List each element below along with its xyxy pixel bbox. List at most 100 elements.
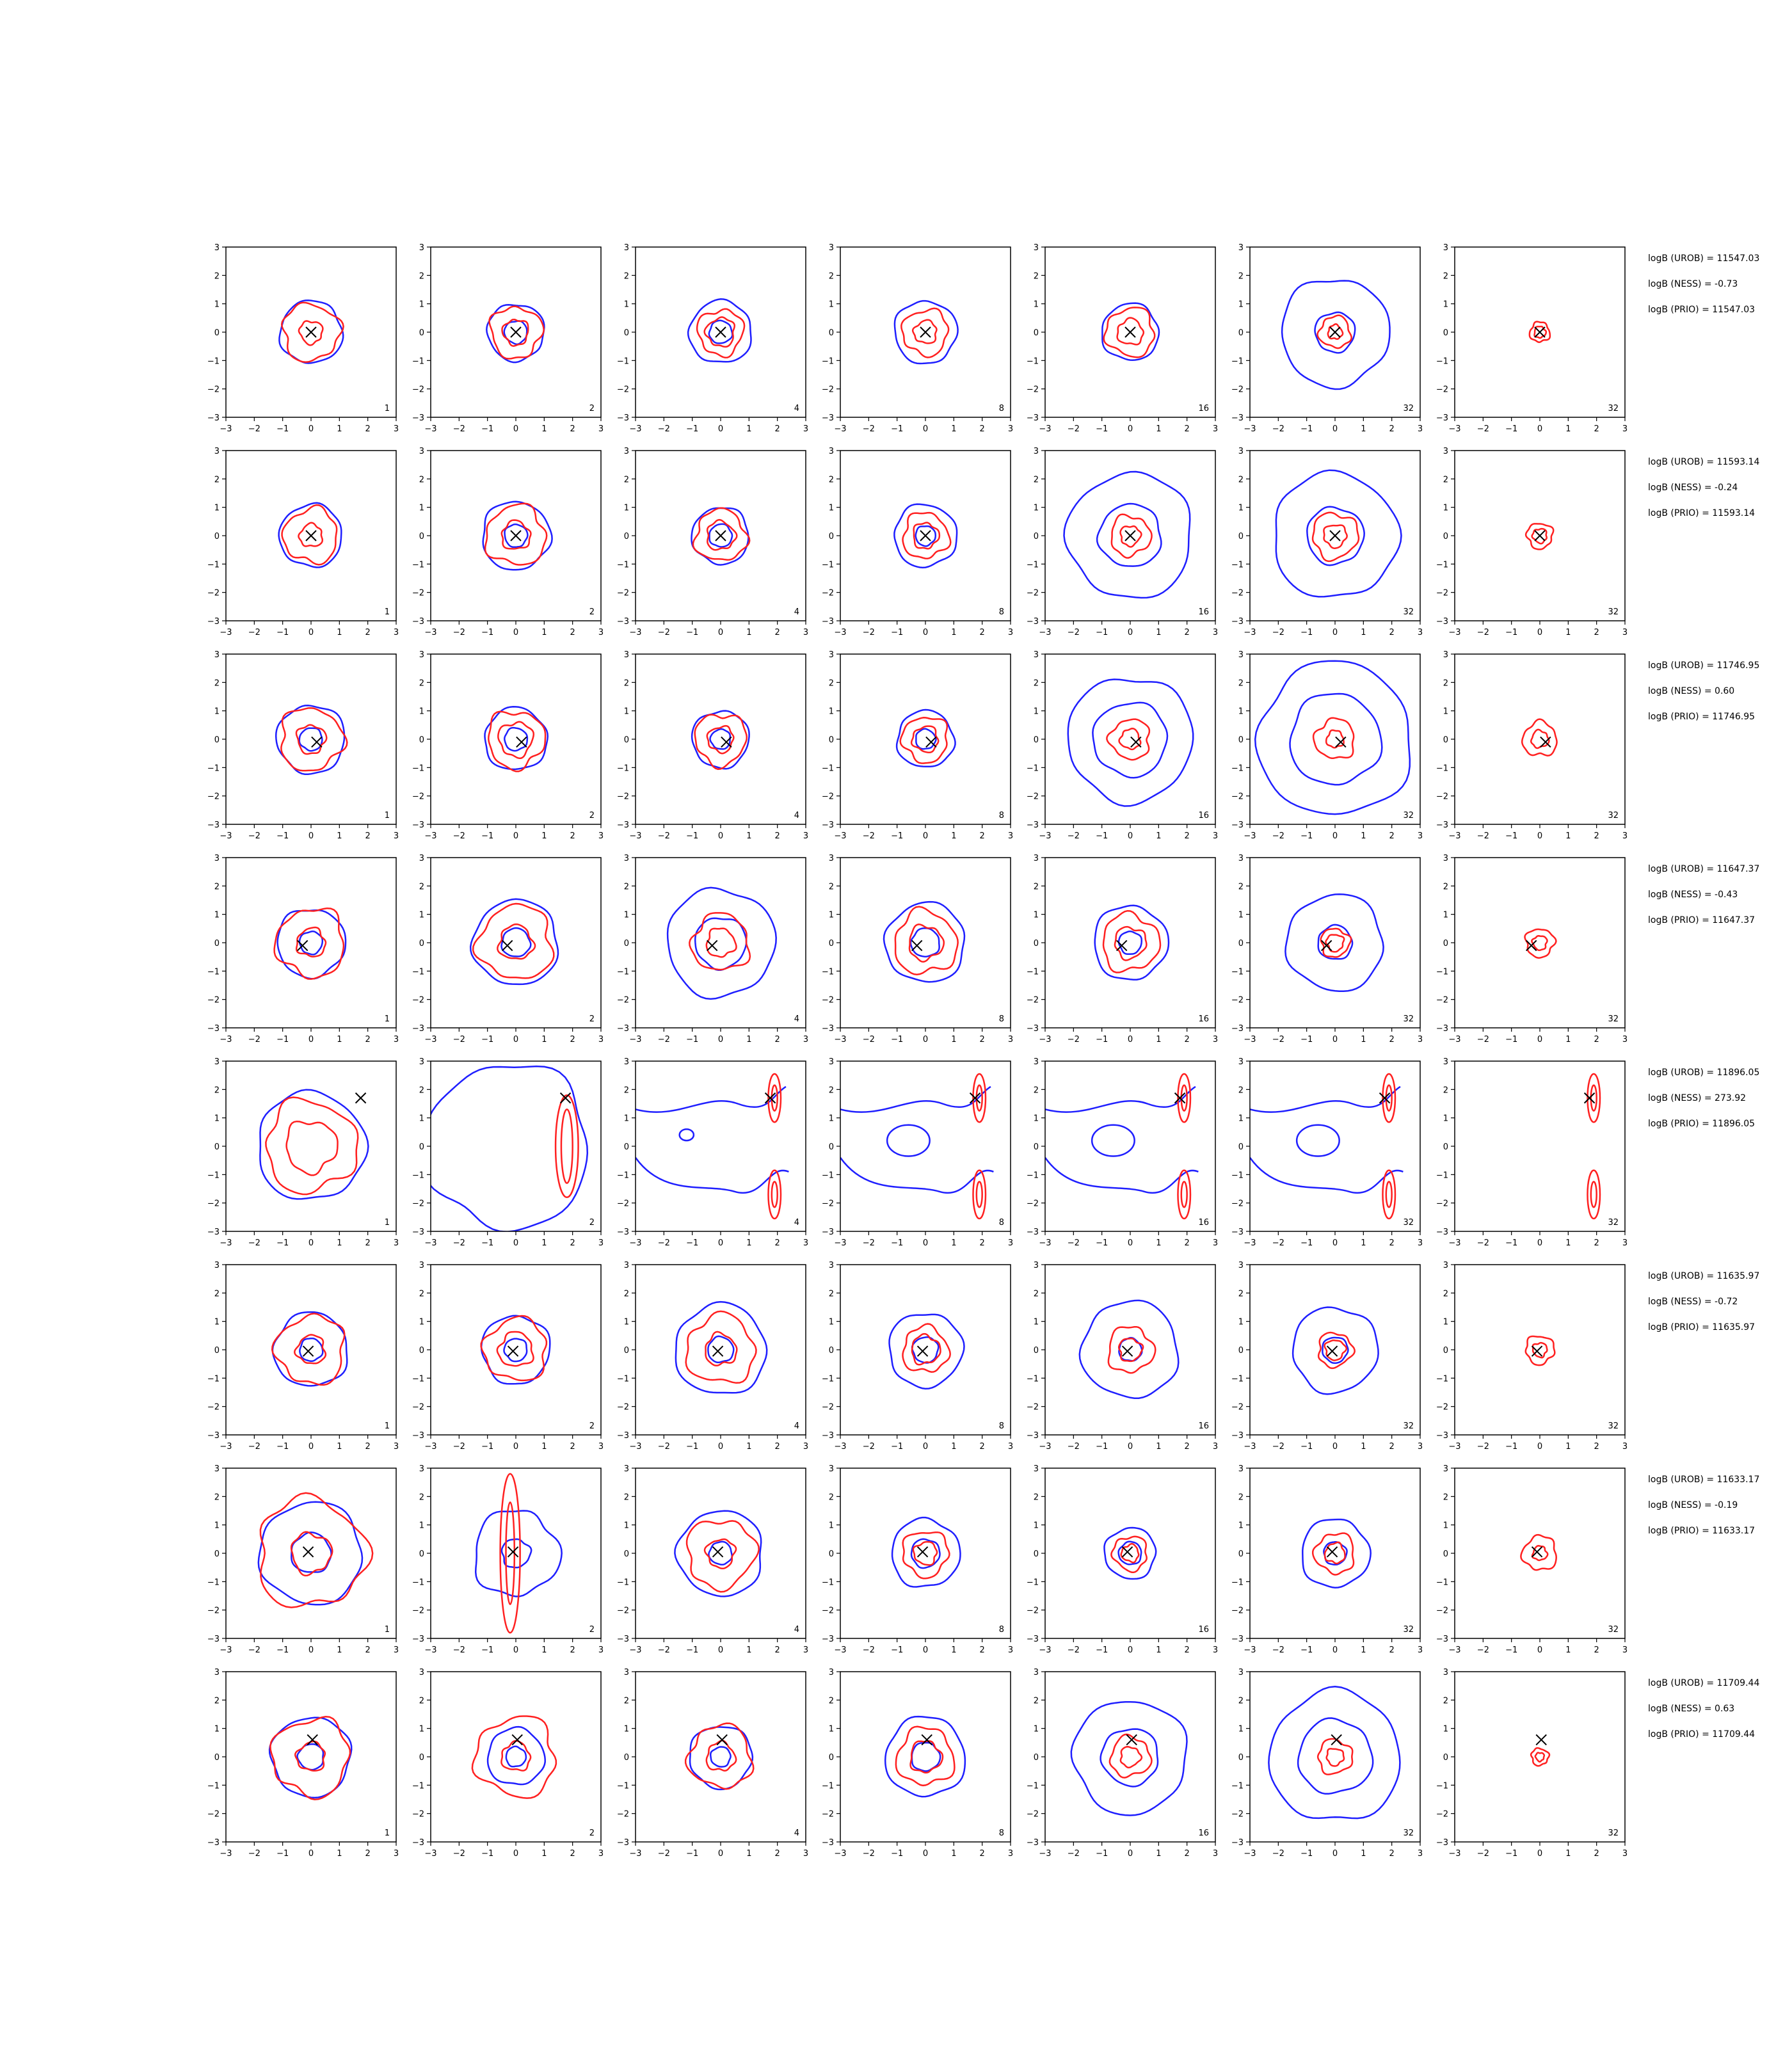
true-value-marker [1379, 1092, 1391, 1104]
panel-size-label: 4 [794, 1421, 799, 1431]
x-tick-label: −3 [834, 1442, 846, 1452]
y-tick-label: −1 [1231, 764, 1244, 773]
y-tick-label: 3 [1443, 1261, 1448, 1270]
true-value-marker [305, 326, 317, 338]
inner-contour [1590, 1084, 1597, 1112]
inner-contour [767, 1169, 782, 1220]
inner-contour [1119, 525, 1142, 548]
panel: −3 −2 −1 0 1 2 3 3 2 1 0 −1 −2 −3 16 [1027, 854, 1218, 1044]
y-tick-label: 1 [214, 300, 220, 310]
y-tick-label: 1 [829, 300, 834, 310]
panel-size-label: 2 [589, 404, 595, 413]
y-tick-label: 0 [624, 328, 629, 338]
y-tick-label: 0 [829, 1753, 834, 1763]
x-tick-label: −2 [248, 1442, 260, 1452]
plot-area [893, 300, 959, 365]
y-tick-label: −2 [207, 1199, 220, 1209]
x-tick-label: 1 [1565, 628, 1571, 637]
y-tick-label: −2 [1027, 996, 1039, 1005]
panel: −3 −2 −1 0 1 2 3 3 2 1 0 −1 −2 −3 8 [822, 854, 1013, 1044]
y-tick-label: 3 [1034, 447, 1039, 456]
y-tick-label: 2 [1443, 1492, 1448, 1502]
inner-contour [1118, 728, 1142, 751]
panel-size-label: 32 [1608, 1828, 1619, 1838]
outer-contour [707, 1335, 735, 1364]
x-tick-label: 0 [308, 1035, 314, 1044]
logb-annotation: logB (UROB) = 11593.14 [1648, 457, 1759, 467]
x-tick-label: 3 [1008, 1035, 1013, 1044]
x-tick-label: 1 [337, 1442, 342, 1452]
y-tick-label: −2 [822, 385, 834, 395]
inner-contour [1524, 523, 1555, 550]
y-tick-label: −3 [617, 1024, 629, 1034]
x-tick-label: −1 [481, 1849, 493, 1859]
x-tick-label: −2 [1272, 1645, 1284, 1655]
y-tick-label: −3 [822, 413, 834, 423]
x-tick-label: −1 [1300, 1442, 1313, 1452]
x-tick-label: 3 [1622, 831, 1628, 841]
inner-contour [1102, 909, 1162, 973]
axes-frame [225, 857, 397, 1028]
x-tick-label: −2 [1068, 1035, 1080, 1044]
outer-contour [1091, 1124, 1135, 1157]
x-tick-label: −2 [863, 1035, 875, 1044]
x-tick-label: 2 [1389, 424, 1395, 434]
logb-annotation: logB (NESS) = -0.24 [1648, 483, 1738, 493]
x-tick-label: −1 [891, 1238, 903, 1248]
outer-contour [687, 298, 752, 363]
inner-contour [771, 1084, 778, 1112]
y-tick-label: −3 [207, 820, 220, 830]
outer-contour [636, 1085, 787, 1113]
outer-contour [257, 1501, 364, 1606]
y-tick-label: −2 [1027, 1403, 1039, 1412]
panel: −3 −2 −1 0 1 2 3 3 2 1 0 −1 −2 −3 8 [822, 650, 1013, 841]
outer-contour [500, 1538, 532, 1569]
panel-size-label: 16 [1198, 811, 1209, 820]
x-tick-label: 1 [1361, 1035, 1366, 1044]
x-tick-label: 0 [1128, 831, 1133, 841]
logb-annotation: logB (PRIO) = 11709.44 [1648, 1729, 1755, 1740]
logb-annotation: logB (UROB) = 11633.17 [1648, 1475, 1759, 1485]
panel-size-label: 4 [794, 404, 799, 413]
x-tick-label: 3 [598, 1238, 604, 1248]
panel-size-label: 8 [999, 1625, 1004, 1635]
x-tick-label: 1 [1156, 628, 1161, 637]
inner-contour [913, 522, 941, 550]
x-tick-label: 2 [1389, 1645, 1395, 1655]
logb-annotation: logB (PRIO) = 11647.37 [1648, 915, 1755, 925]
outer-contour [1094, 904, 1170, 980]
y-tick-label: −3 [207, 1431, 220, 1441]
y-tick-label: 2 [214, 678, 220, 688]
true-value-marker [1540, 736, 1551, 748]
y-tick-label: 1 [419, 707, 424, 717]
y-tick-label: −2 [822, 792, 834, 802]
panel-size-label: 32 [1608, 404, 1619, 413]
y-tick-label: −2 [1231, 385, 1244, 395]
panel: −3 −2 −1 0 1 2 3 3 2 1 0 −1 −2 −3 1 [207, 650, 399, 841]
y-tick-label: −3 [1231, 617, 1244, 627]
inner-contour [1312, 717, 1355, 759]
inner-contour [1327, 323, 1344, 340]
axes-frame [1044, 1468, 1216, 1639]
outer-contour [278, 502, 342, 568]
y-tick-label: 3 [419, 1668, 424, 1677]
axes-frame [635, 653, 806, 825]
plot-area [1078, 1299, 1180, 1399]
panel-size-label: 1 [385, 1014, 390, 1024]
x-tick-label: −1 [891, 628, 903, 637]
y-tick-label: 2 [1238, 1085, 1244, 1095]
x-tick-label: −1 [1505, 1849, 1517, 1859]
y-tick-label: 0 [1238, 532, 1244, 541]
plot-area [674, 1510, 762, 1597]
y-tick-label: −1 [1027, 560, 1039, 570]
logb-annotation: logB (PRIO) = 11635.97 [1648, 1322, 1755, 1332]
x-tick-label: −1 [481, 1238, 493, 1248]
panel: −3 −2 −1 0 1 2 3 3 2 1 0 −1 −2 −3 1 [207, 1057, 399, 1248]
true-value-marker [305, 530, 317, 541]
y-tick-label: −1 [617, 560, 629, 570]
outer-contour [1045, 1157, 1199, 1194]
y-tick-label: 3 [624, 1668, 629, 1677]
plot-area [636, 1073, 789, 1220]
